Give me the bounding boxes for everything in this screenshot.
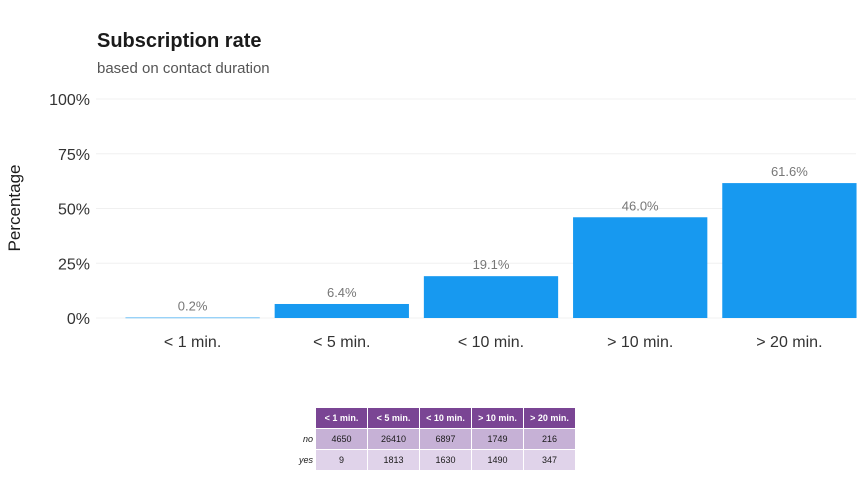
bar-value-label: 0.2% <box>178 299 208 314</box>
y-tick-label: 25% <box>58 256 90 273</box>
table-column-header: < 1 min. <box>316 408 367 428</box>
y-axis-label: Percentage <box>5 165 24 252</box>
table-cell: 1749 <box>472 429 523 449</box>
y-tick-label: 0% <box>67 311 90 328</box>
bar-value-label: 19.1% <box>473 257 510 272</box>
table-cell: 26410 <box>368 429 419 449</box>
table-row: yes 9 1813 1630 1490 347 <box>295 450 575 470</box>
bar-chart: 0%25%50%75%100% 0.2%6.4%19.1%46.0%61.6% … <box>5 92 857 351</box>
x-axis-ticks: < 1 min. < 5 min. < 10 min. > 10 min. > 20 m… <box>164 334 823 351</box>
y-tick-label: 50% <box>58 202 90 219</box>
x-tick-label: < 10 min. <box>458 334 524 351</box>
y-axis-ticks: 0% 25% 50% 75% 100% <box>49 92 90 328</box>
bar-value-label: 46.0% <box>622 198 659 213</box>
bar-value-label: 6.4% <box>327 285 357 300</box>
x-tick-label: < 1 min. <box>164 334 221 351</box>
chart-subtitle: based on contact duration <box>97 60 270 77</box>
bar <box>573 217 708 318</box>
table-cell: 1490 <box>472 450 523 470</box>
bars <box>125 183 857 319</box>
table-cell: 1813 <box>368 450 419 470</box>
y-tick-label: 75% <box>58 147 90 164</box>
x-tick-label: > 10 min. <box>607 334 673 351</box>
bar <box>274 303 409 318</box>
x-tick-label: > 20 min. <box>756 334 822 351</box>
bar <box>423 276 559 318</box>
table-cell: 216 <box>524 429 575 449</box>
table-cell: 1630 <box>420 450 471 470</box>
table-row-label: no <box>302 434 313 444</box>
table-cell: 4650 <box>316 429 367 449</box>
contingency-table: < 1 min. < 5 min. < 10 min. > 10 min. > 20 m… <box>294 407 576 471</box>
chart-title: Subscription rate <box>97 30 262 52</box>
table-column-header: < 5 min. <box>368 408 419 428</box>
x-tick-label: < 5 min. <box>313 334 370 351</box>
table-row-label: yes <box>298 455 313 465</box>
bar <box>722 183 857 318</box>
table-corner <box>295 408 315 428</box>
table-cell: 9 <box>316 450 367 470</box>
y-tick-label: 100% <box>49 92 90 109</box>
table-header-row: < 1 min. < 5 min. < 10 min. > 10 min. > 20 m… <box>295 408 575 428</box>
table-body: no 4650 26410 6897 1749 216 yes 9 1813 1630 1490 34… <box>295 429 575 470</box>
bar <box>125 317 260 319</box>
table-column-header: > 10 min. <box>472 408 523 428</box>
table-cell: 6897 <box>420 429 471 449</box>
data-labels: 0.2% 6.4% 19.1% 46.0% 61.6% <box>178 164 808 313</box>
table-cell: 347 <box>524 450 575 470</box>
table-column-header: < 10 min. <box>420 408 471 428</box>
bar-value-label: 61.6% <box>771 164 808 179</box>
table-row: no 4650 26410 6897 1749 216 <box>295 429 575 449</box>
table-column-header: > 20 min. <box>524 408 575 428</box>
